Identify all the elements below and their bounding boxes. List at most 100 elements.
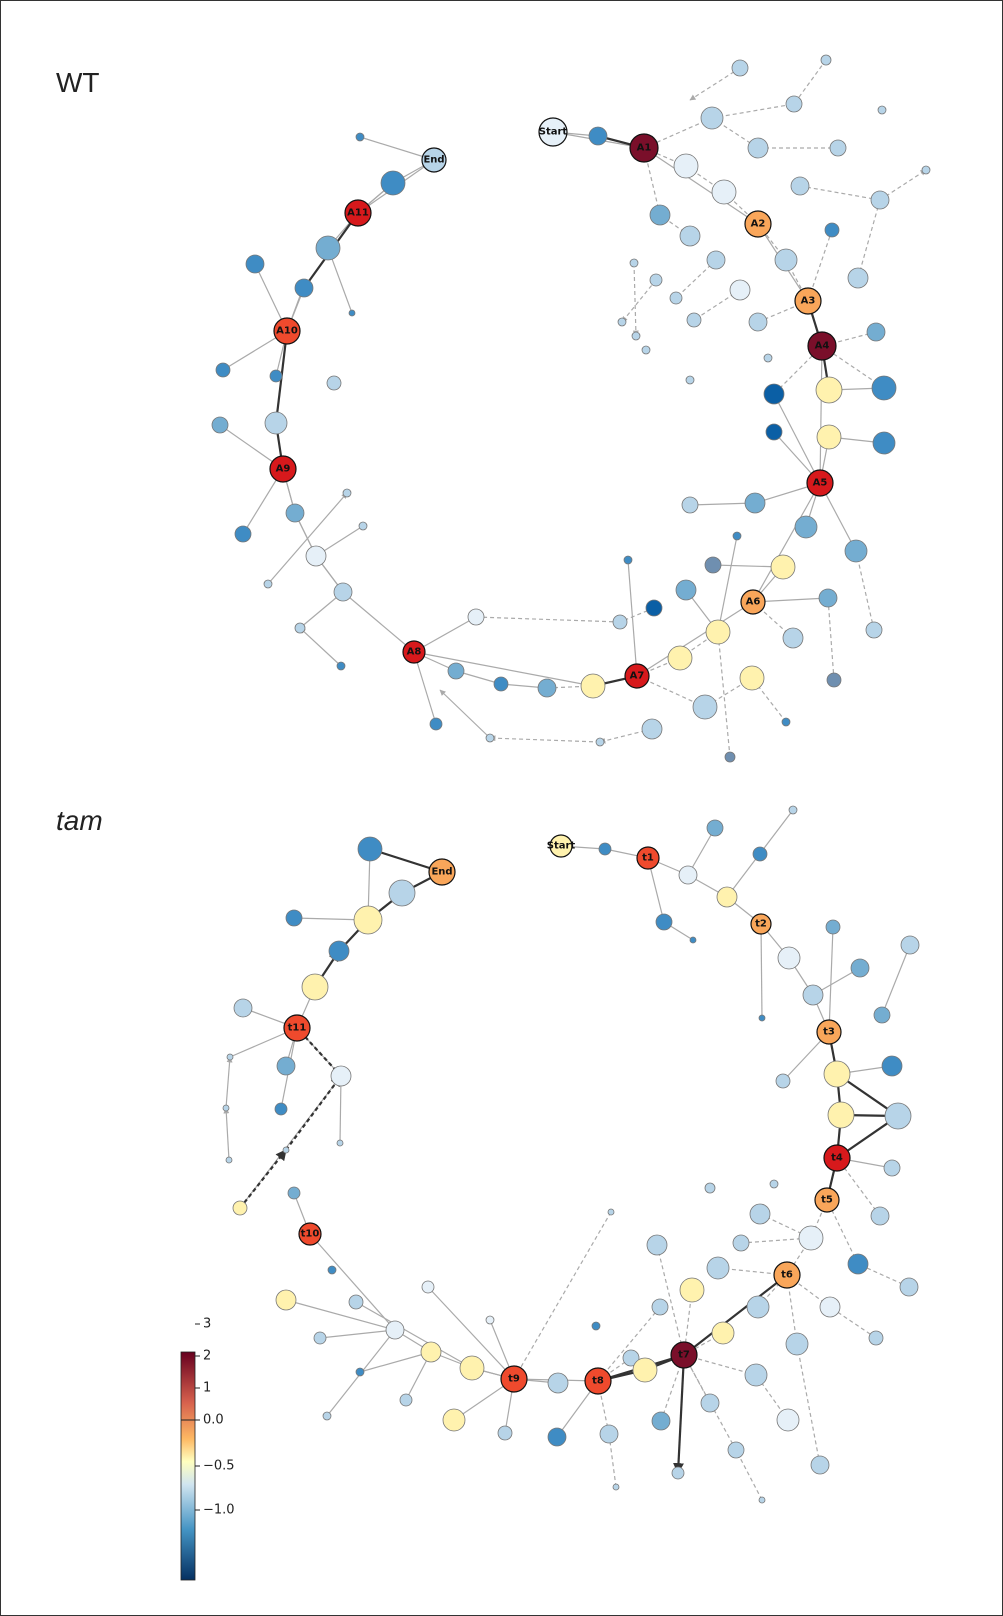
panel-label-wt: WT [56,67,100,98]
node-circle [781,717,791,727]
network-edge [821,345,885,389]
node-circle [315,235,341,261]
network-node [700,106,724,130]
node-circle [790,176,810,196]
node-circle [899,1277,919,1297]
network-node [675,579,697,601]
network-node [330,1065,352,1087]
node-circle [765,423,783,441]
network-node [769,1179,779,1189]
node-circle [222,1104,230,1112]
node-circle [816,1019,842,1045]
network-node [765,423,783,441]
network-node [485,733,495,743]
node-circle [355,1367,365,1377]
node-circle [485,1315,495,1325]
node-circle [421,147,447,173]
network-node [599,1424,619,1444]
network-node [282,1146,290,1154]
key-node: t4 [823,1144,851,1172]
node-circle [716,886,738,908]
network-edge [627,559,640,677]
node-circle [900,935,920,955]
node-circle [678,865,698,885]
node-circle [282,1146,290,1154]
network-node [232,1200,248,1216]
node-circle [749,1203,771,1225]
node-circle [467,608,485,626]
network-edge [636,601,754,677]
network-node [459,1355,485,1381]
node-circle [622,1349,640,1367]
node-circle [692,694,718,720]
node-circle [681,496,699,514]
node-circle [770,554,796,580]
network-edge [643,147,759,225]
network-node [900,935,920,955]
network-edge [412,651,437,725]
network-node [294,278,314,298]
node-circle [727,1441,745,1459]
node-label: A1 [637,143,652,154]
key-node: t2 [750,913,772,935]
network-node [732,1234,750,1252]
network-node [336,661,346,671]
node-circle [629,258,639,268]
node-circle [632,1357,658,1383]
network-node [631,331,641,341]
key-node: t11 [283,1014,311,1042]
network-edge [225,1056,233,1109]
network-node [493,676,509,692]
node-circle [746,1295,770,1319]
network-node [547,1427,567,1447]
key-node: End [428,858,456,886]
network-node [275,1289,297,1311]
network-node [342,488,352,498]
network-node [881,1055,903,1077]
network-edge [285,1075,342,1151]
node-circle [820,54,832,66]
network-node [442,1408,466,1432]
node-circle [612,1483,620,1491]
network-node [763,353,773,363]
network-node [706,819,724,837]
node-circle [669,291,683,305]
node-circle [651,1411,671,1431]
node-circle [264,411,288,435]
network-node [731,59,749,77]
network-node [632,1357,658,1383]
network-edge [673,1354,686,1475]
network-edge [689,500,756,507]
network-node [274,1102,288,1116]
node-circle [399,1393,413,1407]
network-edge [359,136,435,162]
network-node [819,1296,841,1318]
network-node [877,105,887,115]
network-node [744,1363,768,1387]
network-node [868,1330,884,1346]
node-circle [651,1298,669,1316]
node-circle [355,132,365,142]
node-circle [322,1411,332,1421]
network-node [264,411,288,435]
network-edge [829,1306,877,1339]
node-label: t7 [678,1350,690,1361]
network-node [776,1408,800,1432]
network-node [700,1393,720,1413]
network-node [355,132,365,142]
node-circle [285,503,305,523]
node-circle [700,106,724,130]
network-edge [413,650,594,687]
node-circle [623,555,633,565]
node-label: A2 [751,219,766,230]
network-node [818,588,838,608]
network-node [294,622,306,634]
network-node [641,345,651,355]
network-node [692,694,718,720]
node-circle [285,909,303,927]
network-node [651,1298,669,1316]
network-edge [597,1306,661,1382]
network-node [617,317,627,327]
network-node [679,225,701,247]
network-edge [489,735,601,743]
